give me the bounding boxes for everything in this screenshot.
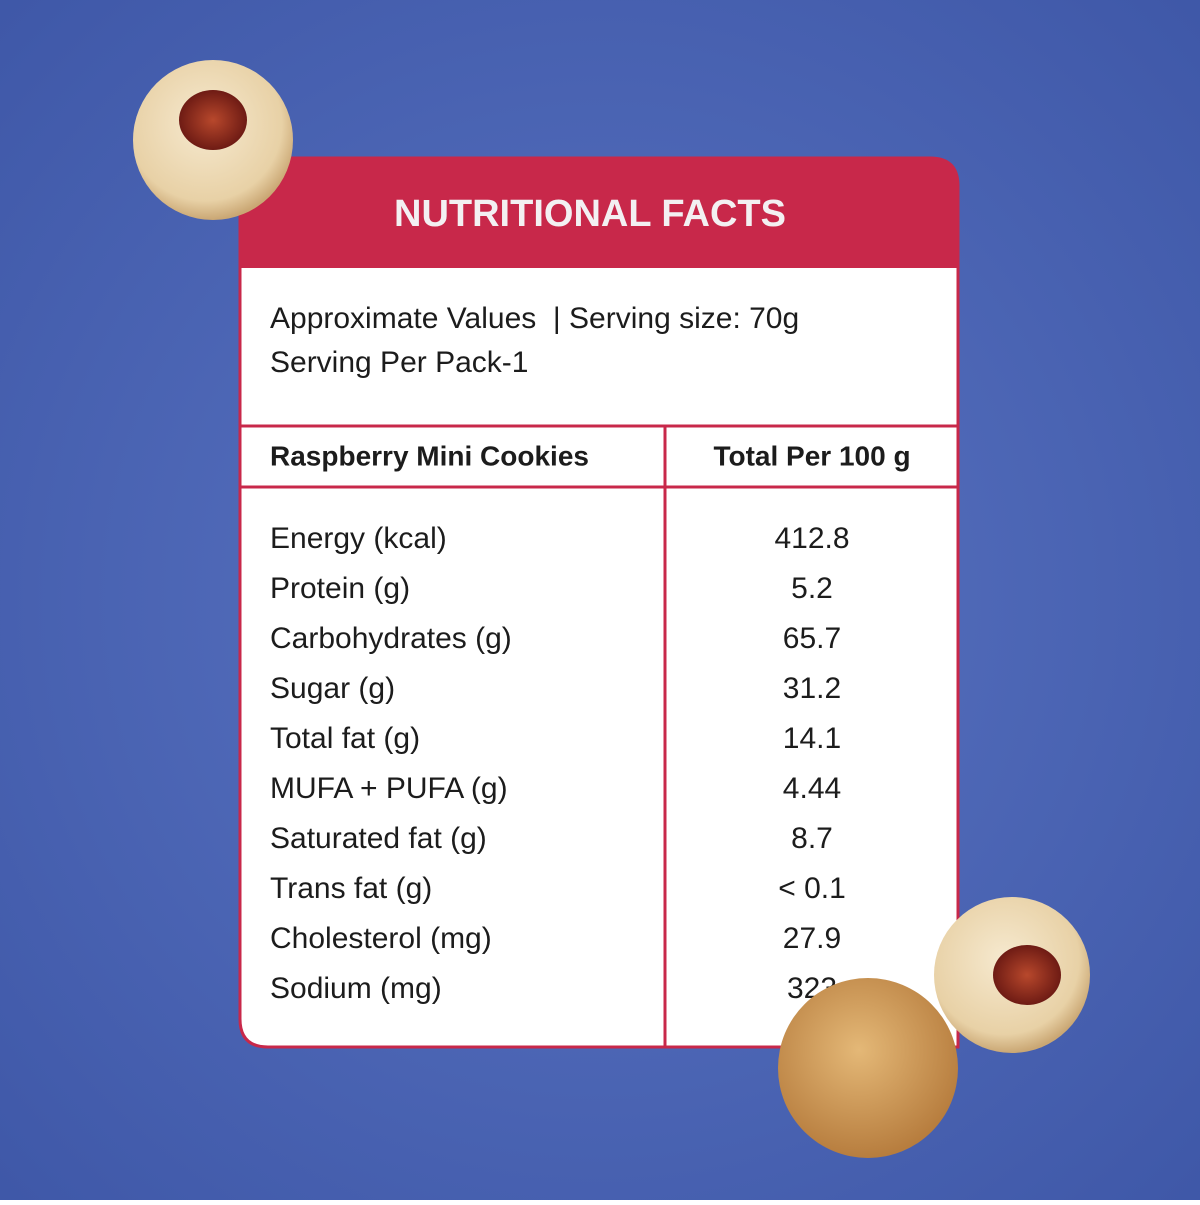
column-header: Total Per 100 g: [713, 440, 910, 471]
row-label: Trans fat (g): [270, 872, 432, 905]
row-value: 412.8: [774, 522, 849, 555]
row-label: Cholesterol (mg): [270, 922, 492, 955]
row-value: 8.7: [791, 822, 833, 855]
row-label: Total fat (g): [270, 722, 420, 755]
row-value: 5.2: [791, 572, 833, 605]
title: NUTRITIONAL FACTS: [394, 193, 786, 235]
row-value: 31.2: [783, 672, 841, 705]
intro-line: Approximate Values | Serving size: 70g: [270, 302, 799, 335]
cookie-jam: [934, 897, 1090, 1053]
row-label: Sodium (mg): [270, 972, 442, 1005]
row-label: Carbohydrates (g): [270, 622, 512, 655]
row-label: MUFA + PUFA (g): [270, 772, 508, 805]
cookie-top: [133, 60, 293, 220]
row-value: 4.44: [783, 772, 841, 805]
row-label: Protein (g): [270, 572, 410, 605]
row-label: Saturated fat (g): [270, 822, 487, 855]
intro-line: Serving Per Pack-1: [270, 346, 528, 379]
row-value: < 0.1: [778, 872, 846, 905]
row-value: 27.9: [783, 922, 841, 955]
card-header: [240, 158, 958, 268]
row-label: Energy (kcal): [270, 522, 447, 555]
row-value: 65.7: [783, 622, 841, 655]
rows: Energy (kcal) 412.8 Protein (g) 5.2 Carbohyd…: [270, 522, 850, 1005]
row-label: Sugar (g): [270, 672, 395, 705]
cookie-plain: [778, 978, 958, 1158]
column-header: Raspberry Mini Cookies: [270, 440, 589, 471]
row-value: 14.1: [783, 722, 841, 755]
